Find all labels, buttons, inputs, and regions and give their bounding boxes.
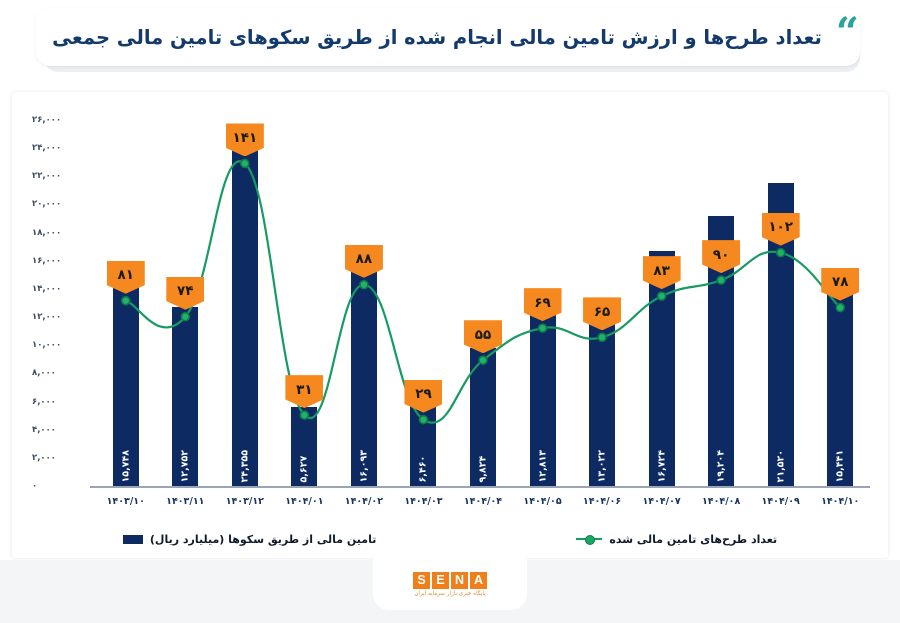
bar-value-label: ۱۲,۷۵۲	[179, 449, 191, 483]
x-axis-tick: ۱۴۰۴/۰۷	[642, 496, 681, 507]
legend-line-label: تعداد طرح‌های تامین مالی شده	[609, 532, 778, 546]
bar[interactable]: ۱۳,۰۲۲	[589, 302, 616, 486]
header-bar: “ تعداد طرح‌ها و ارزش تامین مالی انجام ش…	[36, 8, 860, 66]
x-axis-tick: ۱۴۰۴/۰۱	[285, 496, 324, 507]
y-axis-tick: ۱۰,۰۰۰	[32, 340, 62, 351]
chart-card: ۰ ۲,۰۰۰ ۴,۰۰۰ ۶,۰۰۰ ۸,۰۰۰ ۱۰,۰۰۰ ۱۲,۰۰۰ ۱۴,۰۰۰ ۱…	[12, 92, 888, 558]
sena-logo-letter: A	[470, 571, 487, 589]
x-axis-tick: ۱۴۰۴/۰۳	[404, 496, 443, 507]
bar[interactable]: ۲۱,۵۲۰	[767, 183, 794, 486]
x-axis-tick: ۱۴۰۴/۰۹	[761, 496, 800, 507]
bar-value-label: ۱۵,۷۴۸	[120, 449, 132, 483]
sena-logo-letter: N	[451, 571, 468, 589]
y-axis-tick: ۱۲,۰۰۰	[32, 312, 62, 323]
bar[interactable]: ۱۶,۰۹۳	[350, 259, 377, 486]
legend-line-swatch-icon	[576, 534, 603, 545]
header: “ تعداد طرح‌ها و ارزش تامین مالی انجام ش…	[0, 0, 900, 82]
page-title: تعداد طرح‌ها و ارزش تامین مالی انجام شده…	[52, 26, 822, 49]
y-axis: ۰ ۲,۰۰۰ ۴,۰۰۰ ۶,۰۰۰ ۸,۰۰۰ ۱۰,۰۰۰ ۱۲,۰۰۰ ۱۴,۰۰۰ ۱…	[32, 115, 90, 491]
quote-mark-icon: “	[835, 9, 859, 56]
x-axis-tick: ۱۴۰۴/۰۴	[463, 496, 503, 507]
bar-value-label: ۱۹,۲۰۴	[715, 449, 727, 483]
legend-bar-label: تامین مالی از طریق سکوها (میلیارد ریال)	[149, 532, 377, 546]
sena-logo-subtitle: پایگاه خبری بازار سرمایه ایران	[414, 590, 486, 597]
bar-value-label: ۱۶,۷۲۴	[656, 449, 668, 483]
bar-value-label: ۲۱,۵۲۰	[775, 449, 787, 483]
y-axis-tick: ۲,۰۰۰	[32, 452, 56, 463]
x-axis: ۱۴۰۳/۱۰ ۱۴۰۳/۱۱ ۱۴۰۳/۱۲ ۱۴۰۴/۰۱ ۱۴۰۴/۰۲ ۱۴۰۴/…	[96, 492, 870, 518]
x-axis-tick: ۱۴۰۳/۱۱	[166, 496, 205, 507]
sena-logo-letter: E	[432, 571, 449, 589]
y-axis-tick: ۱۴,۰۰۰	[32, 283, 62, 294]
bar-value-label: ۱۶,۰۹۳	[358, 449, 370, 483]
y-axis-tick: ۲۴,۰۰۰	[32, 143, 62, 154]
x-axis-tick: ۱۴۰۴/۰۵	[523, 496, 562, 507]
bar[interactable]: ۱۶,۷۲۴	[648, 250, 675, 486]
bar[interactable]: ۵,۶۲۷	[291, 406, 318, 486]
bar[interactable]: ۱۵,۷۴۸	[112, 264, 139, 486]
bar[interactable]: ۱۲,۷۵۲	[172, 306, 199, 486]
y-axis-tick: ۸,۰۰۰	[32, 368, 56, 379]
legend-bar-swatch-icon	[122, 534, 143, 544]
chart-legend: تعداد طرح‌های تامین مالی شده تامین مالی …	[12, 524, 888, 554]
y-axis-tick: ۶,۰۰۰	[32, 396, 56, 407]
bar[interactable]: ۶,۴۶۰	[410, 395, 437, 486]
bar-value-label: ۲۴,۳۵۵	[239, 449, 251, 483]
x-axis-tick: ۱۴۰۴/۰۲	[344, 496, 384, 507]
y-axis-tick: ۱۸,۰۰۰	[32, 227, 62, 238]
legend-item-bar: تامین مالی از طریق سکوها (میلیارد ریال)	[122, 532, 377, 546]
bar-value-label: ۹,۸۲۴	[477, 455, 489, 483]
y-axis-tick: ۰	[32, 481, 38, 491]
x-axis-tick: ۱۴۰۴/۰۸	[702, 496, 741, 507]
x-axis-tick: ۱۴۰۳/۱۲	[225, 496, 264, 507]
sena-logo-letter: S	[413, 571, 430, 589]
x-axis-tick: ۱۴۰۳/۱۰	[106, 496, 145, 507]
y-axis-tick: ۴,۰۰۰	[32, 424, 56, 435]
y-axis-tick: ۲۰,۰۰۰	[32, 199, 62, 210]
bar[interactable]: ۹,۸۲۴	[469, 347, 496, 486]
bar[interactable]: ۱۵,۴۴۱	[827, 268, 854, 486]
x-axis-tick: ۱۴۰۴/۰۶	[582, 496, 622, 507]
bar-value-label: ۵,۶۲۷	[298, 455, 310, 483]
y-axis-tick: ۲۲,۰۰۰	[32, 171, 62, 182]
plot-area: ۰ ۲,۰۰۰ ۴,۰۰۰ ۶,۰۰۰ ۸,۰۰۰ ۱۰,۰۰۰ ۱۲,۰۰۰ ۱۴,۰۰۰ ۱…	[12, 92, 888, 558]
bar[interactable]: ۲۴,۳۵۵	[231, 143, 258, 486]
bar[interactable]: ۱۲,۸۱۳	[529, 305, 556, 486]
page-title-rest: و ارزش تامین مالی انجام شده از طریق سکوه…	[52, 25, 704, 49]
y-axis-tick: ۱۶,۰۰۰	[32, 255, 62, 266]
bar-value-label: ۱۵,۴۴۱	[834, 449, 846, 483]
legend-item-line: تعداد طرح‌های تامین مالی شده	[576, 533, 777, 546]
bar-value-label: ۶,۴۶۰	[417, 455, 429, 483]
x-axis-tick: ۱۴۰۴/۱۰	[821, 496, 860, 507]
bar-value-label: ۱۲,۸۱۳	[537, 449, 549, 483]
page-title-accent: تعداد طرح‌ها	[703, 25, 822, 49]
y-axis-tick: ۲۶,۰۰۰	[32, 115, 62, 125]
bar-series: ۱۵,۷۴۸ ۱۲,۷۵۲ ۲۴,۳۵۵ ۵,۶۲۷ ۱۶,۰۹۳ ۶,۴۶۰ ۹,۸۲۴ ۱…	[96, 120, 870, 486]
bar[interactable]: ۱۹,۲۰۴	[708, 215, 735, 486]
bar-value-label: ۱۳,۰۲۲	[596, 449, 608, 483]
x-axis-line	[90, 486, 870, 488]
